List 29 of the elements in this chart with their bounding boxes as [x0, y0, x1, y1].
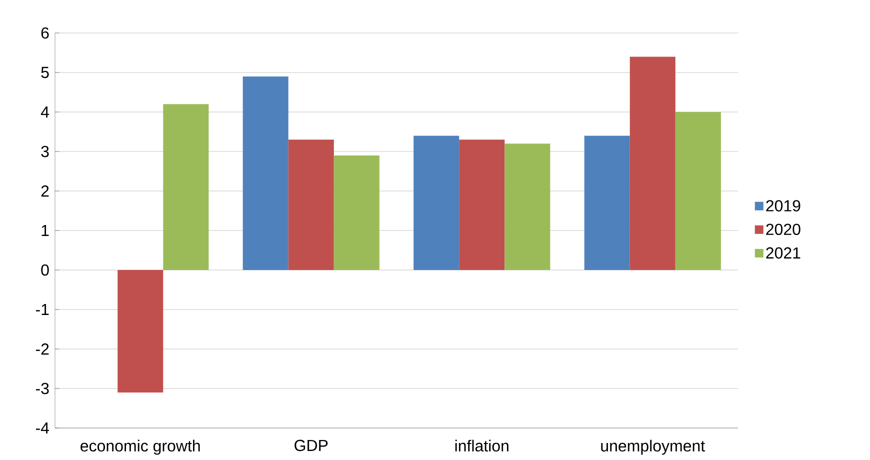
- y-tick-label: 2: [41, 185, 49, 197]
- y-tick-label: 4: [40, 106, 49, 118]
- x-tick-label: unemployment: [601, 440, 705, 455]
- legend-label: 2021: [766, 247, 800, 259]
- y-tick-label: -4: [36, 422, 49, 434]
- bar: [288, 140, 334, 270]
- y-tick-label: 6: [41, 27, 49, 39]
- bar: [242, 76, 288, 270]
- bar: [163, 104, 209, 270]
- bar: [630, 56, 676, 270]
- y-tick-label: -3: [36, 382, 49, 394]
- bar: [459, 140, 505, 270]
- bar: [414, 136, 460, 270]
- bar: [675, 112, 721, 270]
- y-tick-label: 1: [42, 224, 49, 236]
- y-tick-label: -1: [36, 304, 49, 315]
- legend-label: 2020: [766, 224, 800, 236]
- bar: [504, 144, 550, 270]
- y-tick-label: -2: [36, 343, 49, 355]
- bar: [584, 136, 630, 270]
- y-tick-label: 3: [41, 146, 49, 158]
- bar: [118, 270, 164, 392]
- bar: [334, 155, 380, 270]
- y-tick-label: 5: [41, 66, 49, 78]
- x-tick-label: GDP: [294, 440, 328, 452]
- legend-label: 2019: [766, 200, 800, 212]
- x-tick-label: inflation: [455, 440, 508, 452]
- y-tick-label: 0: [41, 264, 49, 276]
- x-tick-label: economic growth: [80, 440, 200, 455]
